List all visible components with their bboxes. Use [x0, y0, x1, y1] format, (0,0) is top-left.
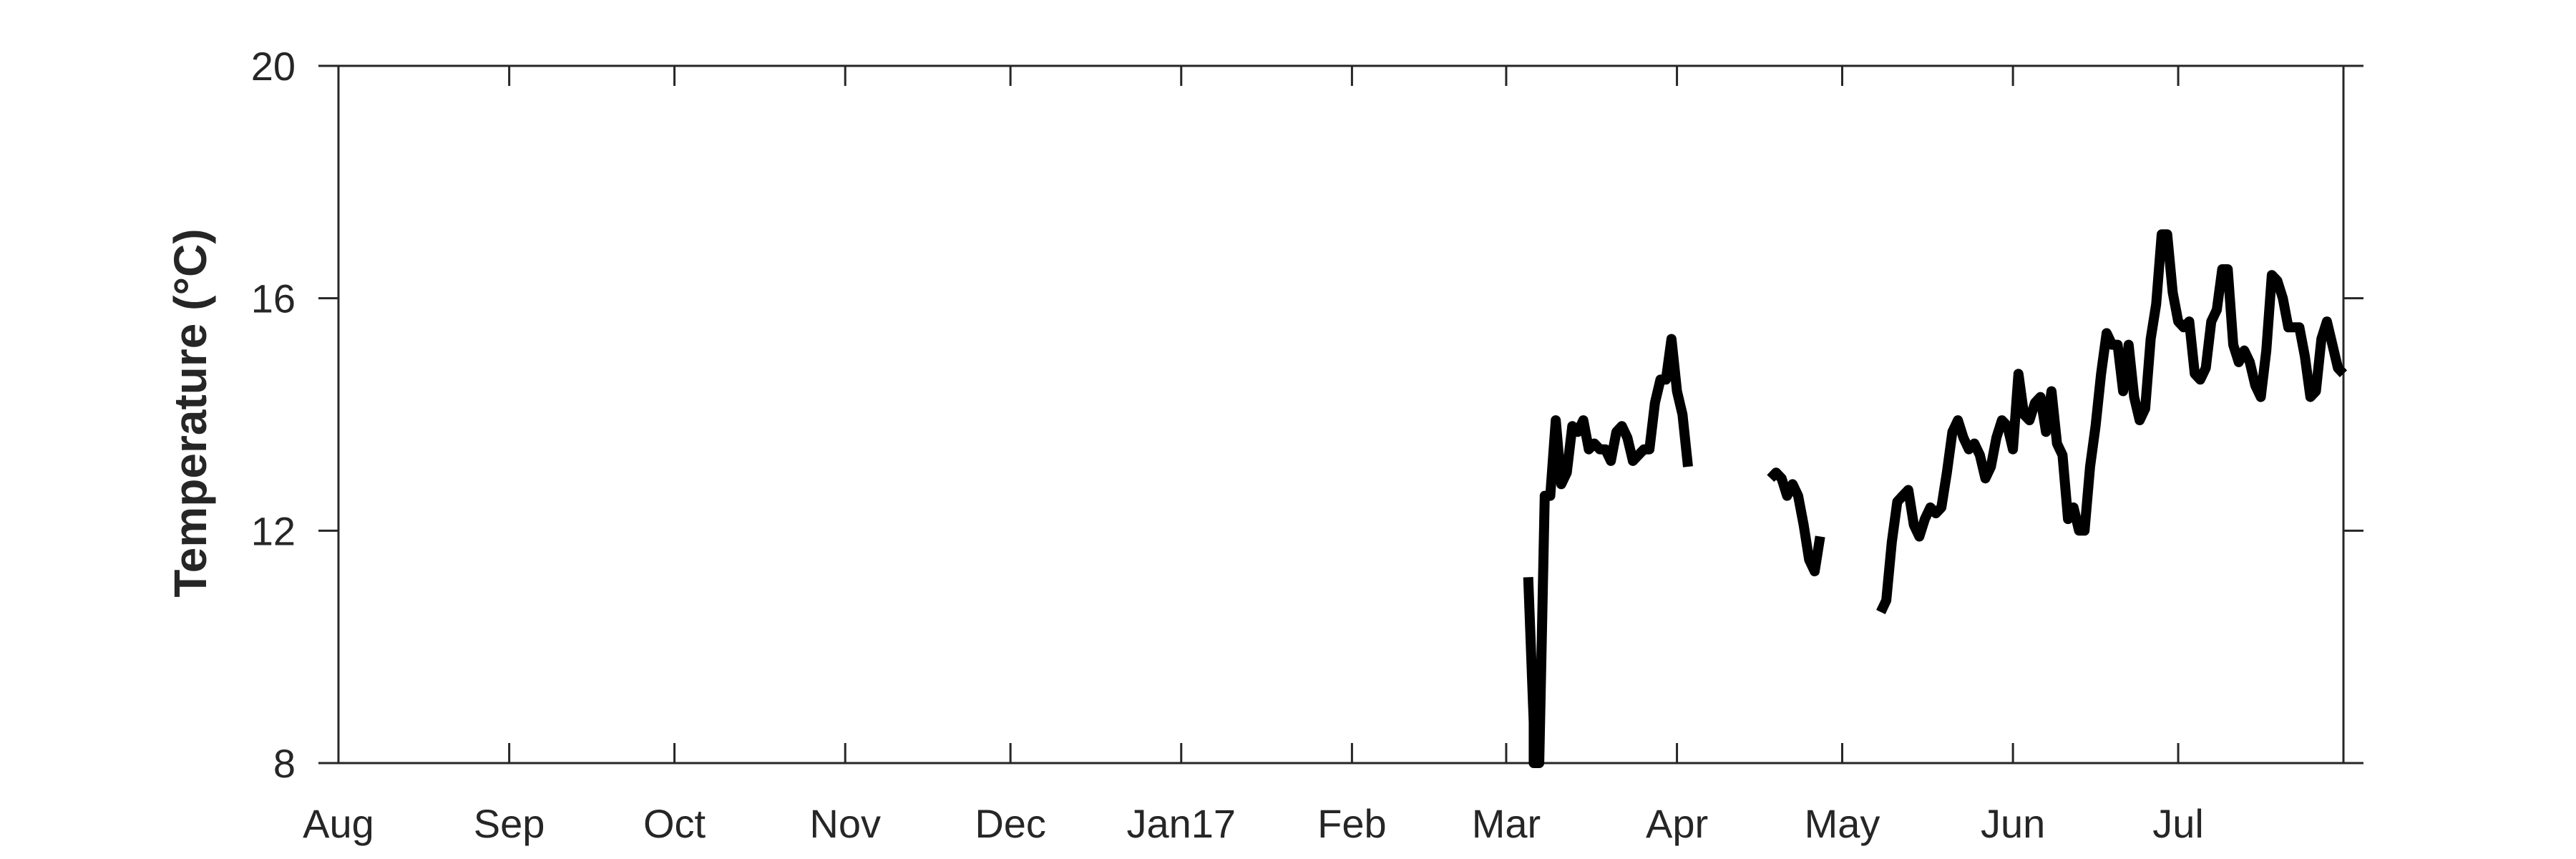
plot-area-border	[337, 64, 2345, 765]
series-line-segment-3	[1876, 229, 2348, 614]
y-axis-label: Temperature (°C)	[165, 228, 216, 597]
plot-frame	[337, 64, 2345, 765]
x-tick-label: May	[1805, 801, 1880, 846]
series-line-segment-2	[1767, 467, 1825, 577]
y-tick-label: 16	[251, 276, 296, 321]
x-tick-label: Nov	[809, 801, 881, 846]
x-axis-ticks: Aug Sep Oct Nov Dec Jan17 Feb Mar Apr May Jun Jul	[303, 66, 2204, 846]
x-tick-label: Dec	[975, 801, 1046, 846]
series-line-segment-1	[1523, 334, 1693, 768]
x-tick-label: Jan17	[1126, 801, 1236, 846]
y-axis-ticks: 8 12 16 20	[251, 44, 2363, 786]
x-tick-label: Jun	[1981, 801, 2045, 846]
x-tick-label: Mar	[1472, 801, 1541, 846]
temperature-series	[1523, 229, 2348, 768]
x-tick-label: Jul	[2152, 801, 2204, 846]
x-tick-label: Oct	[643, 801, 706, 846]
x-tick-label: Apr	[1646, 801, 1708, 846]
y-tick-label: 8	[273, 741, 296, 786]
y-tick-label: 20	[251, 44, 296, 89]
y-tick-label: 12	[251, 508, 296, 553]
x-tick-label: Feb	[1317, 801, 1387, 846]
x-tick-label: Sep	[474, 801, 545, 846]
x-tick-label: Aug	[303, 801, 374, 846]
